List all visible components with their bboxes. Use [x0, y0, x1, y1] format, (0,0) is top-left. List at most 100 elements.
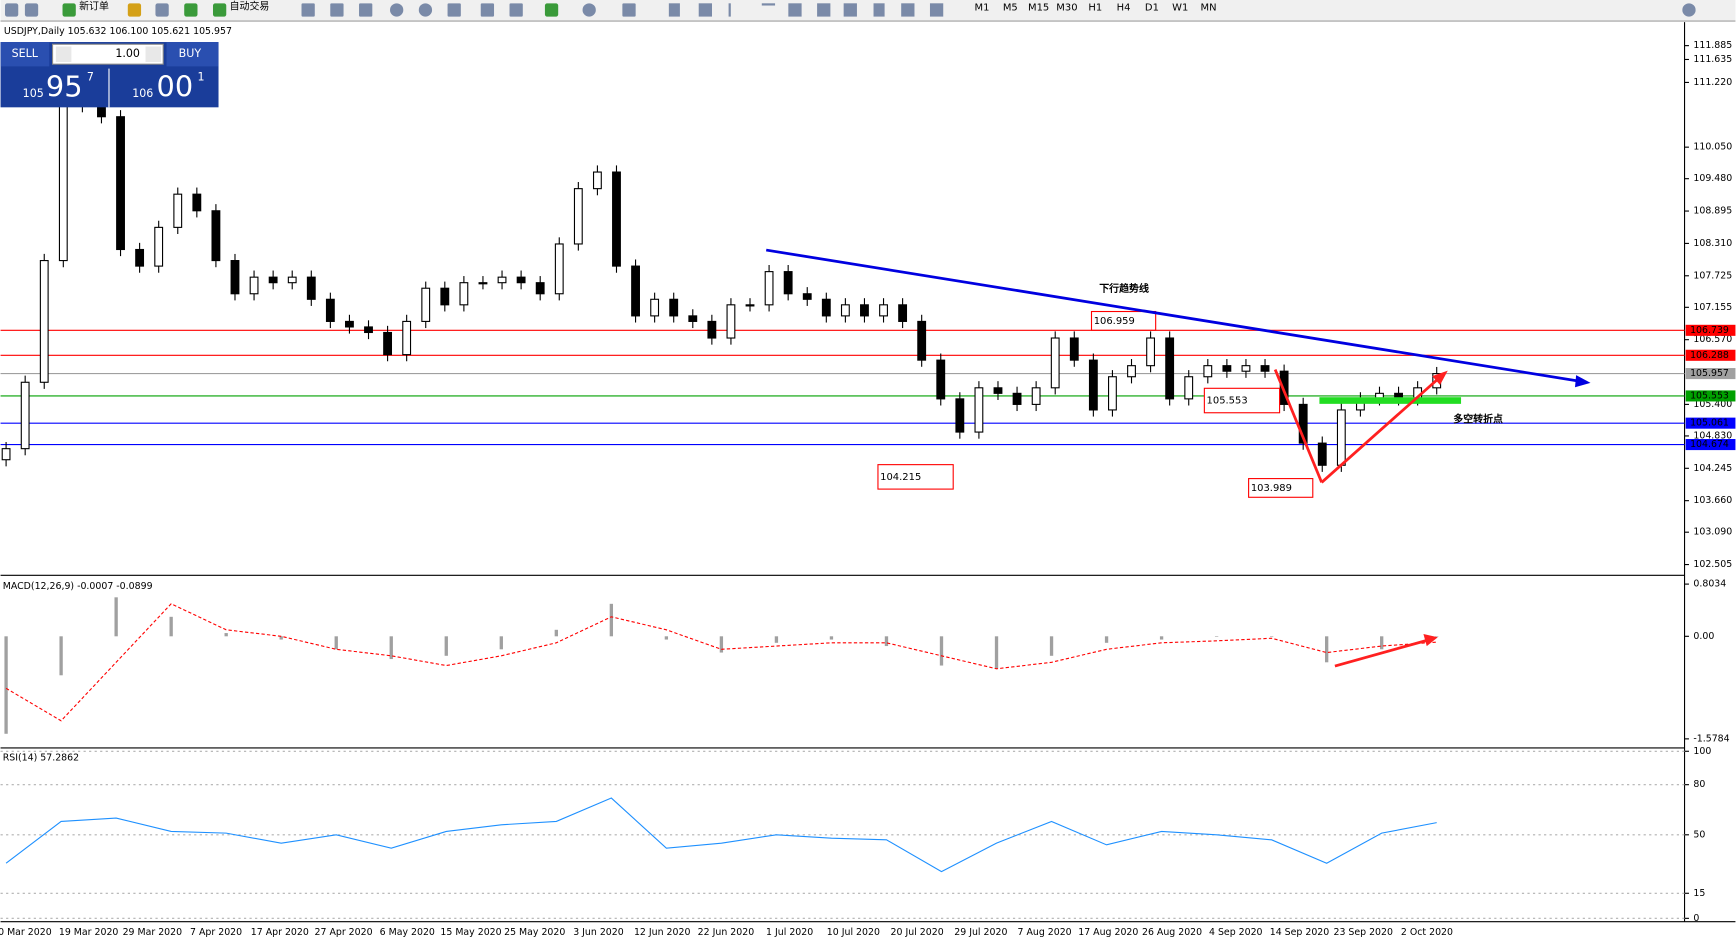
y-tick-label: 106.570 — [1693, 334, 1732, 345]
buy-label: BUY — [179, 47, 202, 60]
candle — [1165, 337, 1175, 400]
bid-main: 95 — [46, 70, 83, 104]
x-tick-label: 7 Aug 2020 — [1017, 927, 1071, 938]
ask-sup: 1 — [198, 70, 205, 83]
candle — [669, 298, 679, 317]
y-tick-label: 80 — [1693, 779, 1705, 790]
candle — [974, 387, 984, 433]
y-tick-label: 103.090 — [1693, 527, 1732, 538]
timeframe-button[interactable]: W1 — [1172, 3, 1188, 14]
candle — [1, 448, 11, 461]
macd-bar — [499, 636, 503, 650]
y-tick-label: 103.660 — [1693, 495, 1732, 506]
macd-bar — [774, 636, 779, 643]
candle — [821, 298, 831, 317]
trend-drawings — [765, 248, 1591, 668]
price-level-tag — [1685, 368, 1736, 380]
price-level-label: 105.957 — [1690, 368, 1729, 379]
candle — [726, 304, 736, 339]
x-tick-label: 7 Apr 2020 — [190, 927, 242, 938]
annotation: 103.989 — [1251, 483, 1292, 494]
candle — [1012, 392, 1022, 405]
x-tick-label: 19 Mar 2020 — [59, 927, 119, 938]
timeframe-button[interactable]: H1 — [1088, 3, 1102, 14]
y-tick-label: 0.8034 — [1693, 579, 1726, 590]
sell-label: SELL — [12, 47, 39, 60]
candle — [764, 271, 774, 306]
sell-button[interactable] — [0, 42, 50, 67]
timeframe-button[interactable]: M1 — [975, 3, 990, 14]
macd-bar — [1104, 636, 1109, 643]
symbol: USDJPY,Daily — [4, 25, 65, 36]
candle — [1298, 403, 1308, 444]
candle — [1184, 376, 1194, 400]
candle — [860, 304, 869, 317]
buy-button[interactable] — [166, 42, 219, 67]
annotation-box — [1090, 310, 1157, 331]
candle — [1108, 376, 1117, 411]
rsi-line — [5, 797, 1437, 873]
price-level-tag — [1685, 390, 1736, 402]
auto-trading-button[interactable]: 自动交易 — [230, 0, 270, 13]
candle — [707, 320, 717, 339]
macd-bar — [4, 636, 8, 734]
x-tick-label: 15 May 2020 — [440, 927, 501, 938]
price-level-tag — [1685, 417, 1736, 429]
panel-title: RSI(14) 57.2862 — [3, 752, 79, 763]
macd-bar — [719, 636, 724, 653]
x-tick-label: 25 May 2020 — [504, 927, 565, 938]
candle — [1260, 365, 1270, 372]
candle — [211, 210, 221, 262]
candle — [1317, 442, 1327, 466]
candle — [154, 226, 164, 267]
macd-bar — [279, 636, 283, 640]
candle — [116, 116, 125, 251]
annotation-box — [877, 464, 954, 490]
candle — [879, 304, 888, 317]
candle — [306, 276, 316, 300]
timeframe-button[interactable]: M15 — [1028, 3, 1049, 14]
y-tick-label: 104.830 — [1693, 430, 1732, 441]
x-tick-label: 4 Sep 2020 — [1209, 927, 1263, 938]
candle — [783, 271, 793, 295]
macd-bar — [829, 636, 834, 640]
y-tick-label: 107.725 — [1693, 270, 1732, 281]
candle — [287, 276, 297, 284]
candle — [440, 287, 450, 306]
timeframe-button[interactable]: M5 — [1003, 3, 1018, 14]
timeframe-button[interactable]: MN — [1201, 3, 1217, 14]
timeframe-button[interactable]: M30 — [1056, 3, 1077, 14]
signal-line — [5, 603, 1437, 722]
candle — [249, 276, 259, 295]
x-tick-label: 17 Apr 2020 — [251, 927, 309, 938]
macd-bar — [1380, 636, 1384, 650]
candle — [268, 276, 278, 284]
macd-bar — [554, 629, 558, 637]
candle — [955, 398, 965, 433]
candle — [173, 193, 183, 228]
timeframe-button[interactable]: H4 — [1117, 3, 1131, 14]
candle — [1146, 337, 1156, 367]
candle — [345, 320, 354, 328]
candle — [383, 331, 393, 356]
x-tick-label: 20 Jul 2020 — [891, 927, 944, 938]
new-order-button[interactable]: 新订单 — [79, 0, 109, 13]
candle — [1088, 359, 1098, 411]
candle — [421, 287, 431, 322]
price-level-label: 104.674 — [1690, 439, 1729, 450]
candle — [230, 260, 240, 295]
candle — [135, 248, 145, 267]
candle — [573, 188, 583, 245]
price-level-label: 106.739 — [1690, 325, 1729, 336]
candle — [192, 193, 202, 212]
candle — [898, 304, 908, 322]
timeframe-button[interactable]: D1 — [1145, 3, 1159, 14]
candle — [745, 304, 755, 307]
y-tick-label: 105.400 — [1693, 399, 1732, 410]
y-tick-label: 109.480 — [1693, 173, 1732, 184]
lot-size[interactable]: 1.00 — [115, 47, 140, 60]
candle — [1127, 365, 1136, 378]
toolbar-labels: 新订单 自动交易 — [79, 0, 269, 13]
price-level-tag — [1685, 324, 1736, 336]
candle — [1203, 365, 1213, 378]
